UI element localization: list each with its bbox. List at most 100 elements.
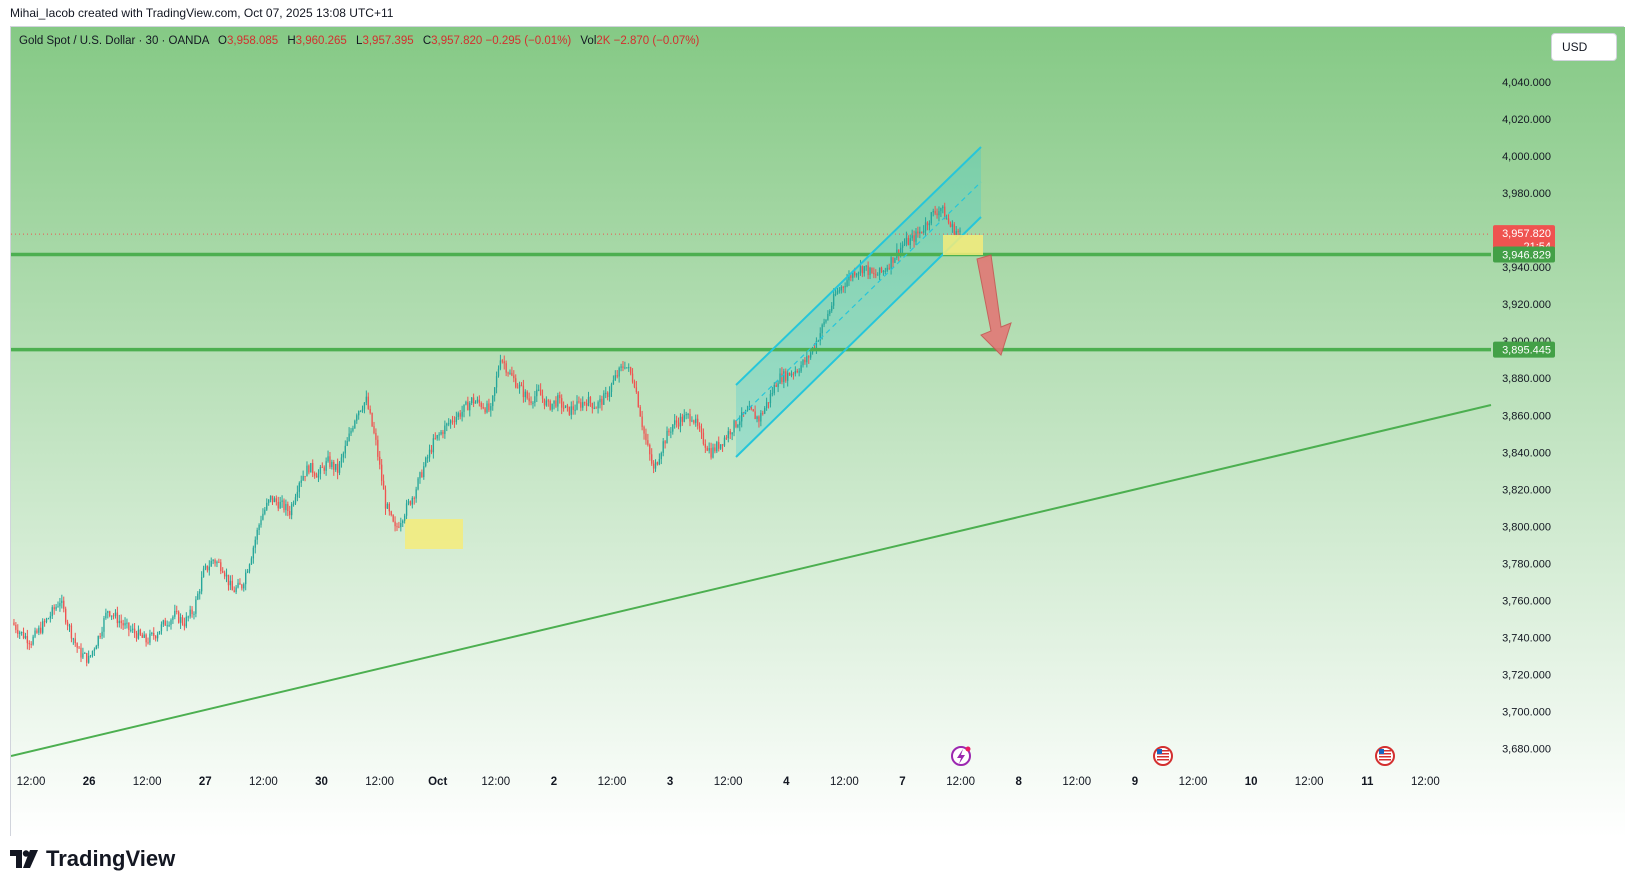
candle-body bbox=[162, 620, 165, 625]
candle-body bbox=[315, 475, 318, 478]
candle bbox=[777, 380, 779, 393]
channel-median-line bbox=[735, 181, 982, 422]
candle bbox=[928, 220, 931, 231]
candle bbox=[478, 395, 481, 407]
candle bbox=[628, 363, 630, 372]
candle bbox=[645, 428, 647, 445]
candle bbox=[377, 435, 379, 461]
candle-body bbox=[756, 416, 758, 420]
candle bbox=[373, 421, 375, 435]
candle bbox=[861, 265, 864, 278]
candle bbox=[490, 403, 492, 417]
breakout-zone-box bbox=[943, 235, 983, 255]
candle-body bbox=[549, 400, 551, 410]
candle bbox=[139, 628, 142, 637]
candle bbox=[120, 614, 122, 629]
candle-body bbox=[430, 449, 433, 453]
candle-body bbox=[541, 395, 544, 399]
candle-body bbox=[723, 437, 726, 446]
candle-body bbox=[210, 560, 212, 567]
candle bbox=[779, 368, 781, 385]
candle bbox=[122, 619, 124, 630]
candle-body bbox=[936, 213, 938, 216]
candle-body bbox=[216, 561, 218, 564]
candle bbox=[19, 630, 21, 640]
candle bbox=[674, 414, 676, 429]
time-axis: 12:00 26 12:00 27 12:00 30 12:00 Oct 12:00 2 12:00… bbox=[17, 776, 1440, 788]
candle-body bbox=[949, 222, 952, 227]
candle-body bbox=[109, 611, 111, 617]
candle bbox=[415, 486, 417, 503]
candle bbox=[331, 459, 333, 470]
candle bbox=[442, 429, 444, 439]
candle bbox=[930, 211, 932, 226]
change-value: −0.295 (−0.01%) bbox=[485, 35, 572, 47]
candle bbox=[407, 498, 410, 506]
candle bbox=[22, 627, 25, 640]
symbol-legend[interactable]: Gold Spot / U.S. Dollar · 30 · OANDA O3,… bbox=[19, 35, 699, 47]
candle-body bbox=[687, 414, 689, 416]
candle-body bbox=[769, 393, 772, 404]
candle-body bbox=[43, 621, 46, 623]
candle-body bbox=[294, 497, 297, 504]
event-icons bbox=[951, 746, 1395, 766]
candle-body bbox=[605, 392, 607, 394]
price-chart[interactable]: 3,680.000 3,700.000 3,720.000 3,740.000 3,76… bbox=[11, 27, 1625, 837]
candle-body bbox=[844, 286, 846, 288]
candle bbox=[467, 396, 469, 411]
candle bbox=[423, 462, 425, 480]
drawings bbox=[11, 146, 1492, 757]
candle bbox=[428, 444, 431, 462]
price-tick-label: 3,840.000 bbox=[1502, 447, 1551, 459]
candle bbox=[754, 405, 756, 420]
us-flag-stripe bbox=[1157, 759, 1169, 761]
chart-frame[interactable]: 3,680.000 3,700.000 3,720.000 3,740.000 3,76… bbox=[10, 26, 1625, 837]
candle bbox=[844, 282, 846, 294]
candle-body bbox=[185, 616, 187, 627]
candle bbox=[660, 451, 662, 465]
time-tick-label: 7 bbox=[899, 776, 905, 788]
candle bbox=[603, 390, 605, 405]
candle-body bbox=[392, 515, 394, 522]
candle bbox=[681, 413, 684, 426]
candle bbox=[112, 613, 115, 620]
candle bbox=[557, 392, 559, 412]
candle bbox=[605, 386, 607, 399]
candle-body bbox=[344, 445, 346, 454]
candle-body bbox=[942, 206, 944, 209]
candle-body bbox=[553, 400, 555, 404]
candle-body bbox=[955, 231, 957, 235]
currency-button[interactable]: USD bbox=[1551, 33, 1617, 61]
candle bbox=[237, 578, 239, 589]
candle-body bbox=[135, 633, 138, 639]
tradingview-logo[interactable]: TradingView bbox=[10, 846, 175, 872]
candle bbox=[245, 569, 247, 591]
candle-body bbox=[310, 463, 312, 473]
time-tick-label: 10 bbox=[1245, 776, 1258, 788]
candle bbox=[300, 475, 302, 487]
candle bbox=[185, 612, 187, 629]
candle bbox=[273, 496, 276, 503]
candle bbox=[597, 400, 599, 414]
lightning-icon-dot bbox=[965, 746, 971, 752]
candle bbox=[264, 506, 266, 516]
candle bbox=[352, 425, 354, 433]
candle bbox=[574, 404, 576, 415]
candle bbox=[685, 411, 687, 420]
price-tick-label: 3,940.000 bbox=[1502, 262, 1551, 274]
candle bbox=[528, 392, 530, 406]
candle bbox=[421, 469, 423, 478]
candle bbox=[465, 400, 467, 406]
candle bbox=[612, 375, 615, 385]
candle bbox=[358, 410, 360, 420]
candle bbox=[158, 630, 161, 635]
candle bbox=[141, 632, 143, 638]
candle-body bbox=[199, 591, 201, 594]
candle-body bbox=[348, 433, 350, 441]
candle-body bbox=[480, 402, 482, 408]
time-tick-label: 2 bbox=[551, 776, 557, 788]
candle bbox=[359, 410, 362, 413]
candle bbox=[553, 400, 555, 410]
candle bbox=[53, 604, 55, 615]
candle bbox=[80, 643, 82, 663]
